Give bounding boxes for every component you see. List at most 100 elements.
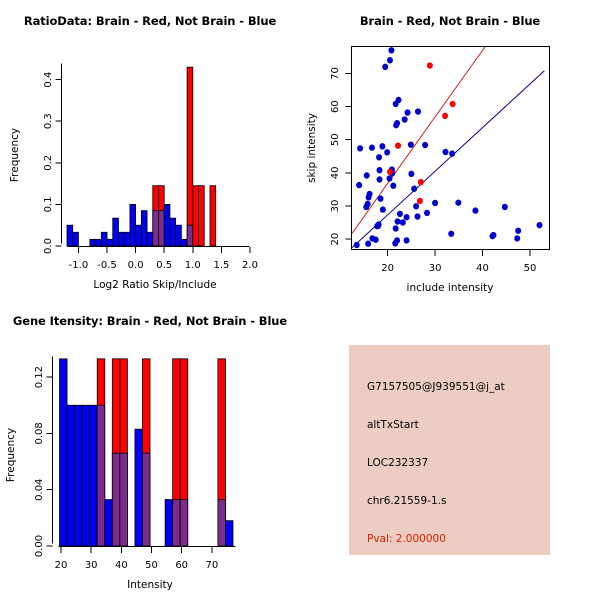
histogram-bar-blue (164, 499, 174, 547)
scatter-point-blue (472, 207, 479, 214)
notbrain-fit-line (352, 70, 545, 249)
scatter-point-blue (448, 230, 455, 237)
histogram-bar-overlap (217, 499, 226, 547)
histogram-bar-overlap (152, 210, 159, 247)
gene-x-axis-label: Intensity (127, 579, 173, 591)
x-tick-label: -0.5 (97, 260, 117, 271)
scatter-point-blue (390, 182, 397, 189)
histogram-bar-blue (100, 231, 108, 247)
scatter-point-red (417, 178, 424, 186)
histogram-bar-blue (89, 404, 98, 547)
scatter-point-blue (392, 225, 399, 232)
histogram-bar-overlap (158, 210, 165, 247)
scatter-point-blue (411, 185, 418, 192)
scatter-point-blue (365, 194, 372, 201)
scatter-point-blue (449, 150, 456, 157)
x-tick-label: 1.5 (213, 260, 229, 271)
histogram-bar-blue (106, 238, 114, 247)
scatter-point-blue (379, 143, 386, 150)
x-tick-label: 30 (85, 560, 98, 571)
histogram-bar-blue (169, 217, 177, 247)
scatter-point-blue (382, 63, 389, 71)
scatter-x-ticks: 20 30 40 50 (381, 250, 536, 274)
scatter-point-blue (353, 241, 360, 249)
scatter-point-blue (379, 206, 386, 213)
scatter-points (353, 47, 543, 249)
scatter-point-blue (408, 170, 415, 178)
y-tick-label: 40 (330, 166, 341, 179)
histogram-bar-blue (72, 231, 79, 247)
scatter-fit-lines (352, 47, 545, 249)
scatter-point-blue (404, 109, 411, 116)
scatter-point-blue (376, 166, 383, 174)
histogram-bar-blue (180, 238, 188, 247)
histogram-bar-blue (123, 231, 131, 247)
info-probe-id: G7157505@J939551@j_at (367, 381, 505, 393)
scatter-y-axis-label: skip intensity (306, 113, 318, 183)
ratio-histogram-panel: RatioData: Brain - Red, Not Brain - Blue… (0, 0, 300, 300)
x-tick-label: 70 (205, 560, 218, 571)
gene-histogram-title: Gene Itensity: Brain - Red, Not Brain - … (12, 314, 288, 328)
scatter-point-blue (375, 222, 382, 230)
y-tick-label: 60 (330, 100, 341, 113)
scatter-point-blue (407, 141, 414, 148)
scatter-point-blue (363, 203, 370, 211)
y-tick-label: 70 (330, 67, 341, 80)
scatter-x-axis-label: include intensity (407, 282, 494, 294)
histogram-bar-blue (95, 238, 102, 247)
histogram-bar-red (186, 66, 194, 247)
y-tick-label: 0.0 (43, 238, 54, 254)
histogram-bar-blue (146, 231, 154, 247)
y-tick-label: 0.12 (34, 366, 45, 388)
scatter-y-ticks: 20 30 40 50 60 70 (330, 67, 352, 245)
ratio-histogram-title: RatioData: Brain - Red, Not Brain - Blue (23, 14, 277, 28)
y-tick-label: 0.4 (43, 72, 54, 88)
scatter-point-blue (490, 231, 497, 239)
gene-histogram-bars (59, 358, 234, 547)
y-tick-label: 0.08 (34, 422, 45, 444)
histogram-bar-blue (118, 231, 125, 247)
histogram-bar-blue (175, 224, 182, 247)
x-tick-label: 50 (524, 263, 537, 274)
y-tick-label: 30 (330, 200, 341, 213)
y-tick-label: 0.1 (43, 196, 54, 212)
histogram-bar-red (198, 185, 205, 247)
scatter-point-blue (403, 214, 410, 221)
ratio-y-ticks: 0.0 0.1 0.2 0.3 0.4 (43, 72, 62, 254)
scatter-point-blue (357, 145, 364, 152)
x-tick-label: 20 (55, 560, 68, 571)
scatter-point-blue (413, 203, 420, 210)
scatter-point-blue (386, 57, 393, 64)
histogram-bar-overlap (111, 452, 121, 547)
histogram-bar-blue (66, 224, 74, 247)
gene-y-ticks: 0.00 0.04 0.08 0.12 (34, 366, 53, 557)
scatter-point-blue (376, 176, 383, 183)
histogram-bar-blue (134, 428, 143, 547)
info-gene-symbol: LOC232337 (367, 457, 429, 469)
gene-info-panel: G7157505@J939551@j_at altTxStart LOC2323… (300, 300, 600, 600)
scatter-point-red (395, 142, 402, 149)
histogram-bar-red (192, 185, 199, 247)
histogram-bar-blue (225, 520, 234, 547)
scatter-point-blue (515, 227, 522, 234)
histogram-bar-overlap (142, 452, 151, 547)
x-tick-label: 2.0 (242, 260, 258, 271)
x-tick-label: 40 (476, 263, 489, 274)
gene-x-ticks: 20 30 40 50 60 70 (55, 547, 218, 571)
histogram-bar-blue (163, 204, 171, 247)
histogram-bar-blue (81, 404, 91, 547)
histogram-bar-blue (129, 204, 137, 247)
histogram-bar-blue (59, 358, 68, 547)
histogram-bar-blue (74, 404, 83, 547)
scatter-point-blue (384, 149, 391, 156)
info-pval: Pval: 2.000000 (367, 533, 446, 545)
ratio-y-axis-label: Frequency (9, 128, 21, 182)
scatter-point-blue (514, 235, 521, 242)
scatter-point-blue (414, 108, 421, 115)
x-tick-label: 0.5 (156, 260, 172, 271)
histogram-bar-overlap (119, 452, 128, 547)
scatter-point-blue (377, 195, 384, 202)
y-tick-label: 0.04 (34, 479, 45, 501)
scatter-point-blue (363, 172, 370, 179)
